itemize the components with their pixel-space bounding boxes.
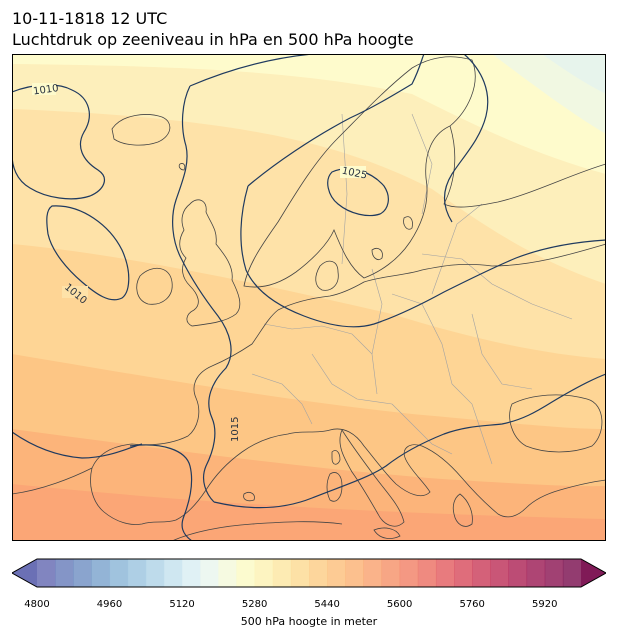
colorbar-cell: [381, 559, 401, 587]
isobar-label-1015: 1015: [230, 417, 241, 442]
colorbar-tick-label: 5440: [314, 599, 340, 610]
colorbar-cell: [472, 559, 491, 587]
colorbar-cell: [218, 559, 237, 587]
height-field: [12, 54, 606, 541]
colorbar-label: 500 hPa hoogte in meter: [240, 615, 378, 628]
ireland-coast: [136, 268, 173, 305]
colorbar-cell: [454, 559, 473, 587]
colorbar-tick-label: 4960: [96, 599, 123, 610]
colorbar-tick-label: 5120: [169, 599, 195, 610]
isobar-1020: [247, 54, 425, 187]
colorbar-cell: [490, 559, 509, 587]
colorbar-cell: [399, 559, 419, 587]
finland-coast: [443, 125, 606, 208]
denmark-coast: [315, 260, 339, 291]
isobar-1015: [172, 85, 232, 503]
colorbar-tick-label: 5760: [459, 599, 485, 610]
colorbar-cell: [272, 559, 292, 587]
colorbar-cell: [417, 559, 437, 587]
colorbar-cell: [363, 559, 383, 587]
colorbar-extend-high: [581, 559, 606, 587]
colorbar-cell: [182, 559, 201, 587]
colorbar-tick-label: 5280: [241, 599, 268, 610]
colorbar-cell: [290, 559, 310, 587]
isobars: [12, 54, 606, 541]
map-frame: [12, 54, 606, 541]
colorbar-cell: [55, 559, 74, 587]
isobar-1010-west: [46, 205, 130, 301]
map-title-date: 10-11-1818 12 UTC: [12, 9, 168, 28]
isobar-1025: [327, 168, 389, 217]
scandinavia-coast: [243, 56, 476, 288]
colorbar-cell: [508, 559, 528, 587]
africa-coast: [171, 521, 343, 541]
isobar-1010-northwest: [12, 84, 106, 200]
colorbar-tick-label: 4800: [24, 599, 50, 610]
colorbar-cell: [127, 559, 147, 587]
colorbar-cell: [91, 559, 111, 587]
colorbar-tick-label: 5920: [531, 599, 558, 610]
colorbar-cell: [200, 559, 219, 587]
colorbar-cell: [37, 559, 56, 587]
isobar-label-1010-nw: 1010: [33, 83, 60, 97]
height-colorbar: [12, 558, 606, 588]
britain-coast: [179, 199, 241, 327]
weather-map: 1010 1025 1010 1015: [12, 54, 606, 541]
colorbar-extend-low: [12, 559, 37, 587]
colorbar-cell: [562, 559, 582, 587]
colorbar-cell: [73, 559, 92, 587]
colorbar-cell: [435, 559, 455, 587]
colorbar-cell: [327, 559, 346, 587]
colorbar-cell: [345, 559, 364, 587]
map-title-description: Luchtdruk op zeeniveau in hPa en 500 hPa…: [12, 30, 414, 49]
iceland-coast: [111, 114, 171, 146]
black-sea-coast: [509, 394, 603, 453]
colorbar-tick-label: 5600: [386, 599, 413, 610]
isobar-label-1025: 1025: [341, 166, 368, 182]
colorbar-cell: [544, 559, 564, 587]
continent-coast: [90, 243, 606, 525]
colorbar-cell: [254, 559, 274, 587]
colorbar-cell: [145, 559, 165, 587]
colorbar-cell: [236, 559, 256, 587]
colorbar-cell: [526, 559, 546, 587]
colorbar-cell: [163, 559, 183, 587]
country-borders: [251, 113, 573, 465]
colorbar-cell: [309, 559, 328, 587]
colorbar-cell: [109, 559, 129, 587]
